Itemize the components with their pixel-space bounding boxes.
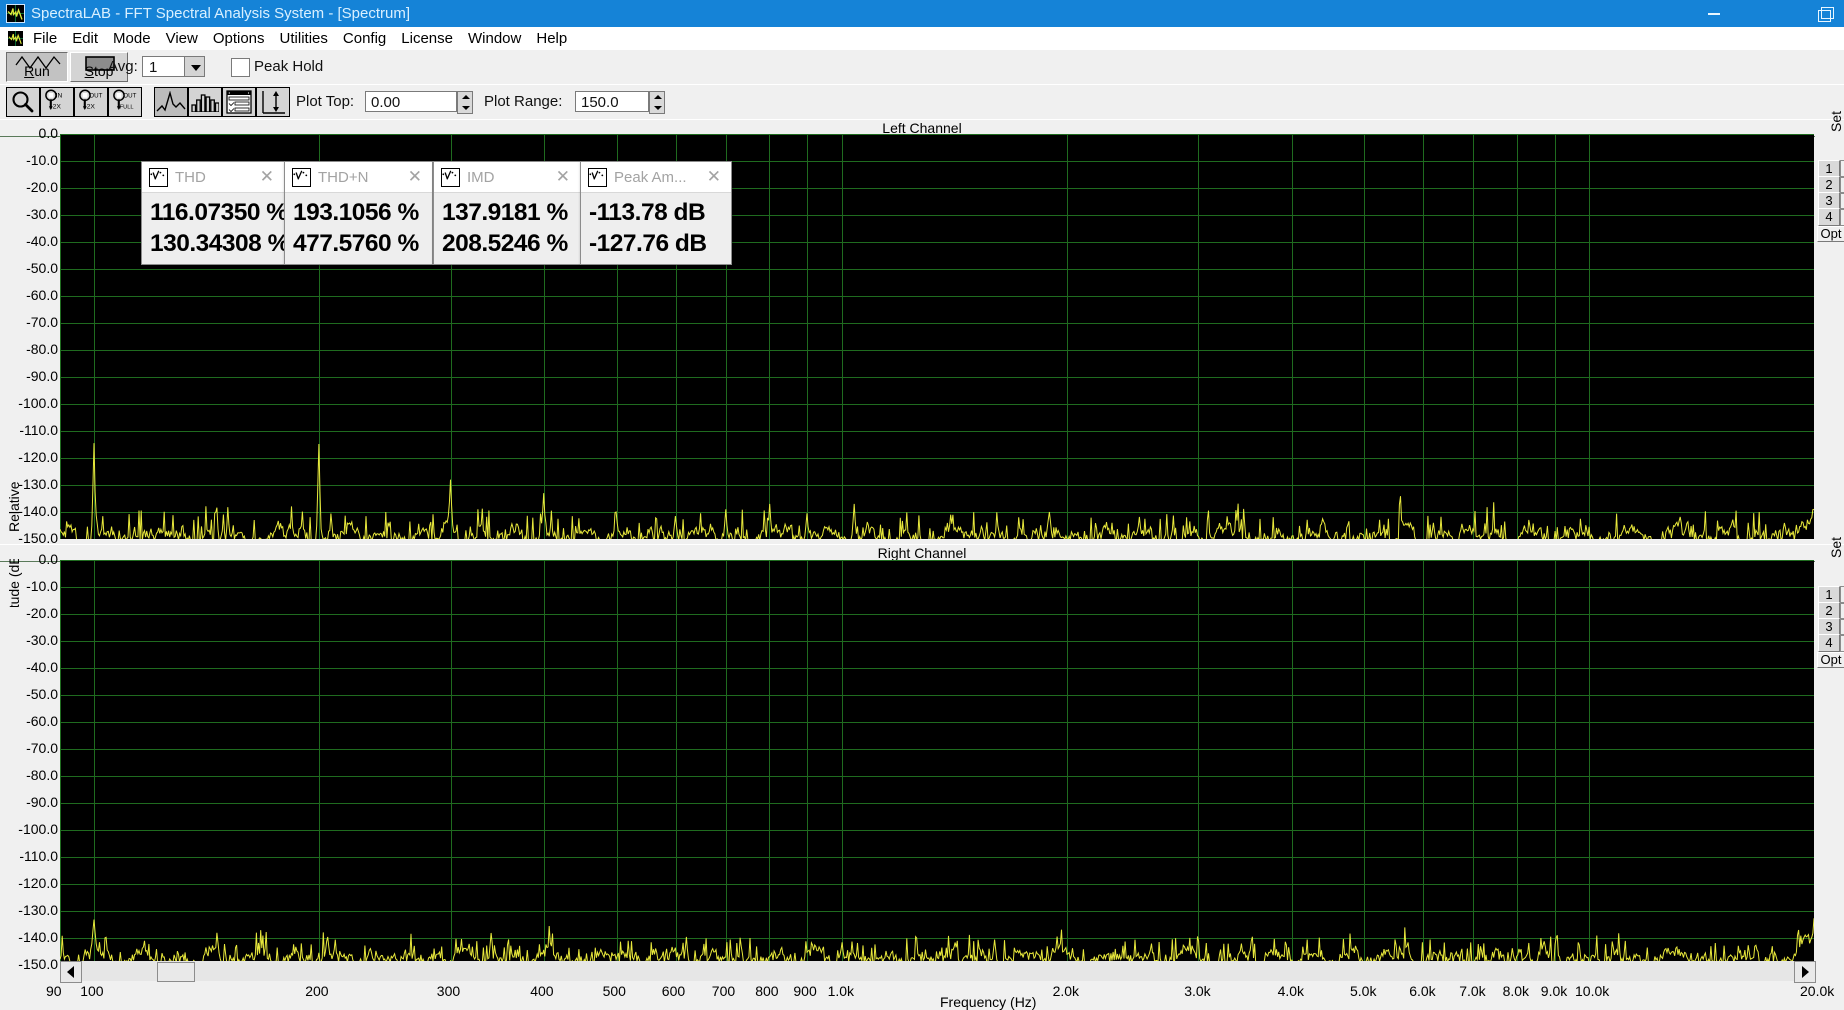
svg-text:OUT: OUT	[89, 93, 102, 100]
svg-text:IN: IN	[56, 93, 63, 100]
svg-text:2X: 2X	[87, 103, 96, 110]
svg-text:2X: 2X	[53, 103, 62, 110]
svg-text:OUT: OUT	[123, 93, 136, 100]
svg-text:FULL: FULL	[120, 104, 134, 110]
